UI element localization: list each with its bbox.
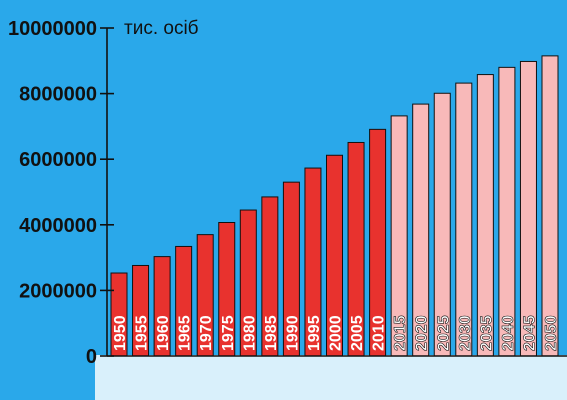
bar-category-label: 1950	[112, 315, 129, 351]
bar-category-label: 1995	[306, 315, 323, 351]
bar-category-label: 1990	[284, 315, 301, 351]
bar-category-label: 2050	[543, 315, 560, 351]
bar-category-label: 2045	[521, 315, 538, 351]
y-tick-label: 10000000	[8, 18, 97, 40]
bars-layer: 1950 1955 1960 1965 1970 1975 1980 1985 1990 1995…	[110, 55, 560, 357]
bar-category-label: 2035	[478, 315, 495, 351]
bar-category-label: 2030	[457, 315, 474, 351]
y-tick-label: 6000000	[19, 149, 97, 171]
bar-category-label: 1970	[198, 315, 215, 351]
bar-projected-2045	[519, 60, 537, 357]
bar-category-label: 1955	[134, 315, 151, 351]
y-tick-label: 2000000	[19, 280, 97, 302]
y-tick-label: 0	[86, 346, 97, 368]
y-tick-label: 8000000	[19, 84, 97, 106]
bar-category-label: 2025	[435, 315, 452, 351]
bar-category-label: 2020	[414, 315, 431, 351]
bar-category-label: 1965	[177, 315, 194, 351]
bar-category-label: 2010	[371, 315, 388, 351]
bar-category-label: 1985	[263, 315, 280, 351]
bar-projected-2035	[476, 74, 494, 357]
y-axis-unit-label: тис. осіб	[124, 18, 199, 39]
bar-category-label: 1980	[241, 315, 258, 351]
plot-bottom-band	[95, 355, 567, 400]
bar-category-label: 2005	[349, 315, 366, 351]
bar-category-label: 2015	[392, 315, 409, 351]
bar-category-label: 1975	[220, 315, 237, 351]
bar-projected-2040	[498, 66, 516, 357]
bar-projected-2030	[455, 82, 473, 357]
bar-category-label: 2000	[328, 315, 345, 351]
bar-category-label: 2040	[500, 315, 517, 351]
bar-category-label: 1960	[155, 315, 172, 351]
y-tick-label: 4000000	[19, 215, 97, 237]
bar-projected-2050	[541, 55, 559, 357]
y-axis	[106, 28, 567, 357]
y-axis-ticks: 0 2000000 4000000 6000000 8000000 10000000	[8, 18, 114, 368]
